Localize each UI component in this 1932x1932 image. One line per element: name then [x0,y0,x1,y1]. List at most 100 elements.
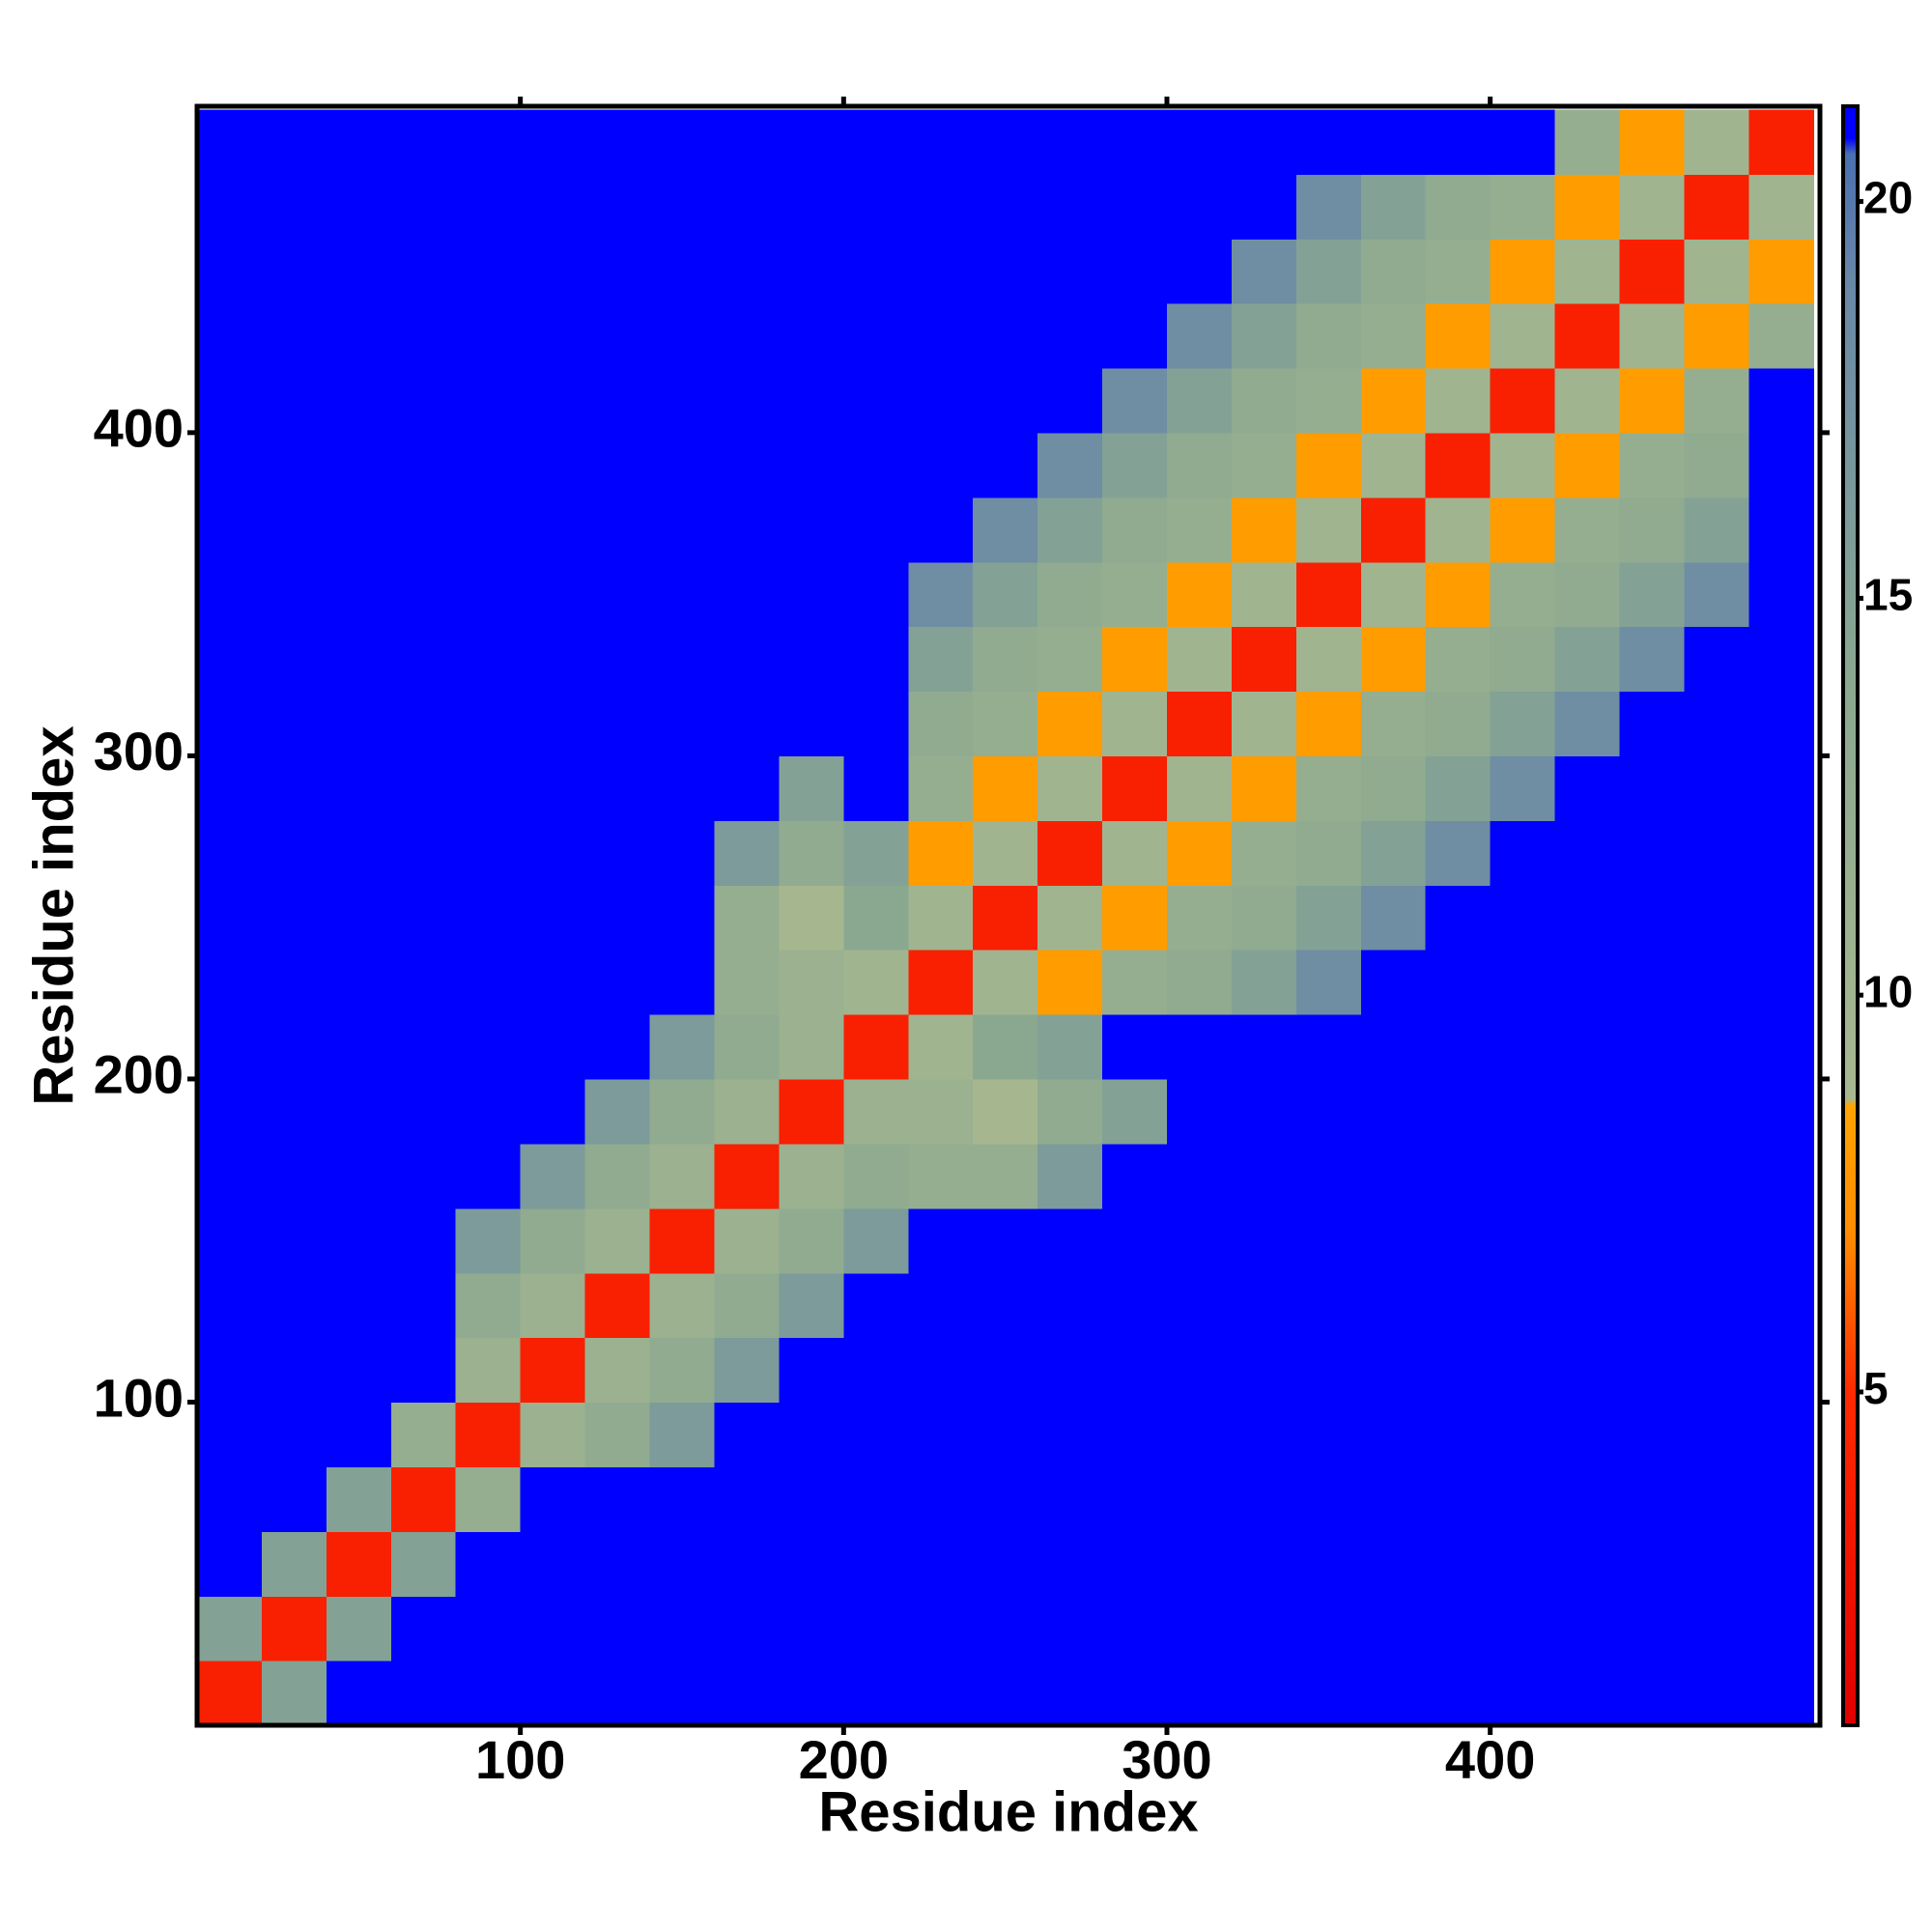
heatmap-cell [326,1661,392,1726]
heatmap-cell [1166,561,1233,628]
heatmap-cell [455,1337,522,1404]
heatmap-cell [1360,174,1427,240]
heatmap-cell [197,303,263,369]
heatmap-cell [390,1531,457,1597]
heatmap-cell [714,1337,780,1404]
heatmap-cell [520,497,586,563]
heatmap-cell [1554,626,1621,693]
heatmap-cell [1037,497,1103,563]
heatmap-cell [1295,1402,1362,1467]
heatmap-cell [1684,626,1749,693]
heatmap-cell [1490,367,1556,434]
heatmap-cell [1037,303,1103,369]
heatmap-cell [1490,1078,1556,1145]
heatmap-cell [1684,1466,1749,1532]
heatmap-cell [1684,1208,1749,1274]
heatmap-cell [1037,1143,1103,1209]
heatmap-cell [1102,303,1168,369]
heatmap-cell [1748,1014,1814,1080]
heatmap-cell [1166,497,1233,563]
heatmap-cell [1037,691,1103,757]
heatmap-cell [1619,1078,1686,1145]
heatmap-cell [390,820,457,886]
heatmap-cell [1748,950,1814,1015]
heatmap-cell [908,303,974,369]
heatmap-cell [197,1272,263,1339]
heatmap-cell [1102,1531,1168,1597]
heatmap-cell [714,109,780,175]
heatmap-cell [197,820,263,886]
heatmap-cell [1037,950,1103,1015]
heatmap-cell [1554,755,1621,821]
heatmap-cell [1490,174,1556,240]
heatmap-cell [1166,174,1233,240]
heatmap-cell [197,950,263,1015]
heatmap-cell [973,303,1038,369]
heatmap-cell [1425,1208,1492,1274]
heatmap-cell [1619,1143,1686,1209]
heatmap-cell [197,1143,263,1209]
y-tick-label: 400 [94,398,184,459]
heatmap-cell [1102,691,1168,757]
heatmap-cell [973,1078,1038,1145]
colorbar-tick-label: 15 [1863,570,1913,620]
heatmap-cell [1360,239,1427,304]
heatmap-cell [779,1661,844,1726]
heatmap-cell [1102,885,1168,951]
heatmap-cell [714,820,780,886]
heatmap-cell [779,1078,844,1145]
heatmap-cell [520,1014,586,1080]
heatmap-cell [779,1208,844,1274]
heatmap-cell [584,1402,651,1467]
heatmap-cell [261,1466,327,1532]
heatmap-cell [1231,303,1297,369]
heatmap-cell [1490,755,1556,821]
heatmap-cell [261,691,327,757]
heatmap-cell [390,239,457,304]
heatmap-cell [649,1596,716,1662]
heatmap-cell [1554,885,1621,951]
heatmap-cell [649,367,716,434]
heatmap-cell [520,950,586,1015]
heatmap-cell [584,691,651,757]
heatmap-cell [973,691,1038,757]
heatmap-cell [1102,1078,1168,1145]
heatmap-cell [1748,1337,1814,1404]
heatmap-cell [1425,497,1492,563]
heatmap-cell [1102,755,1168,821]
heatmap-cell [908,1272,974,1339]
heatmap-cell [1425,432,1492,498]
heatmap-cell [779,1466,844,1532]
heatmap-cell [197,174,263,240]
heatmap-cell [197,497,263,563]
heatmap-cell [1619,109,1686,175]
heatmap-cell [520,1402,586,1467]
heatmap-cell [197,239,263,304]
heatmap-cell [1619,1596,1686,1662]
heatmap-cell [714,1466,780,1532]
heatmap-cell [1037,174,1103,240]
heatmap-cell [390,174,457,240]
heatmap-cell [520,1596,586,1662]
heatmap-cell [908,755,974,821]
heatmap-cell [843,1531,909,1597]
heatmap-cell [1037,367,1103,434]
heatmap-cell [455,1466,522,1532]
heatmap-cell [584,626,651,693]
heatmap-cell [1684,432,1749,498]
heatmap-cell [779,174,844,240]
heatmap-cell [1748,1078,1814,1145]
heatmap-cell [1425,1661,1492,1726]
heatmap-cell [1037,1466,1103,1532]
heatmap-cell [1231,1337,1297,1404]
heatmap-cell [908,885,974,951]
heatmap-cell [1425,820,1492,886]
heatmap-cell [1037,755,1103,821]
heatmap-cell [1684,950,1749,1015]
heatmap-cell [1360,950,1427,1015]
heatmap-cell [584,1531,651,1597]
heatmap-cell [1102,432,1168,498]
heatmap-cell [1102,820,1168,886]
heatmap-cell [649,755,716,821]
heatmap-cell [1425,561,1492,628]
